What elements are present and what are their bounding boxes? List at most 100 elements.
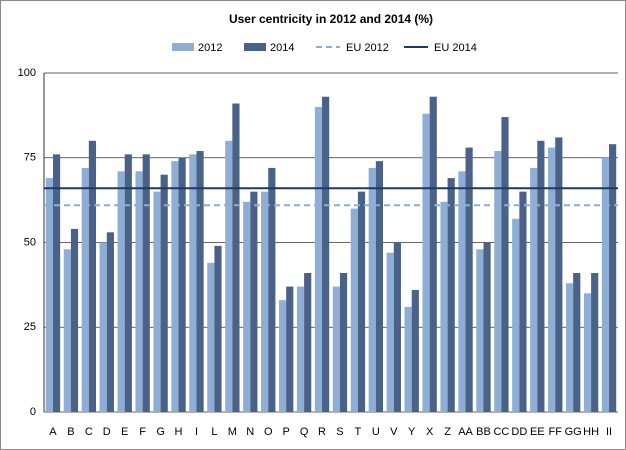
bar — [501, 117, 509, 412]
x-tick-label: AA — [458, 426, 473, 438]
bar — [88, 140, 97, 413]
x-tick-label: Z — [444, 426, 451, 438]
bar — [447, 178, 455, 412]
bar — [178, 157, 186, 412]
bar — [142, 154, 150, 413]
bar — [393, 242, 401, 412]
bar — [304, 273, 312, 412]
legend-label: EU 2012 — [346, 42, 389, 54]
bar — [350, 208, 358, 412]
x-tick-label: E — [121, 426, 128, 438]
bar — [530, 167, 538, 412]
x-tick-label: S — [336, 426, 343, 438]
x-tick-label: F — [139, 426, 146, 438]
bar — [465, 147, 473, 412]
bar — [124, 154, 132, 413]
bar — [555, 137, 563, 412]
x-tick-label: U — [372, 426, 380, 438]
x-tick-label: P — [282, 426, 289, 438]
bar — [440, 201, 448, 412]
x-tick-label: H — [175, 426, 183, 438]
bar — [196, 150, 204, 412]
bar — [261, 191, 269, 412]
bar — [189, 154, 197, 413]
bar — [411, 289, 419, 412]
bar — [278, 300, 287, 412]
legend-label: 2014 — [270, 42, 294, 54]
x-tick-label: Q — [300, 426, 309, 438]
x-tick-label: O — [264, 426, 273, 438]
y-tick-label: 75 — [24, 152, 36, 164]
bar — [243, 201, 251, 412]
bar — [483, 242, 491, 412]
bar — [232, 103, 240, 412]
bar — [512, 218, 520, 412]
bar — [422, 113, 430, 413]
x-tick-label: EE — [530, 426, 545, 438]
bar — [357, 191, 366, 412]
bar — [368, 167, 376, 412]
x-tick-label: D — [103, 426, 111, 438]
legend-swatch — [172, 43, 194, 51]
x-tick-label: M — [228, 426, 237, 438]
bar — [429, 96, 437, 412]
bar — [375, 161, 384, 412]
x-tick-label: HH — [583, 426, 599, 438]
bar — [70, 228, 79, 412]
bar — [573, 273, 581, 412]
legend-label: EU 2014 — [434, 42, 477, 54]
bar — [171, 161, 179, 412]
bar — [548, 147, 556, 412]
bar — [296, 286, 305, 412]
bar — [601, 157, 610, 412]
bar — [214, 245, 222, 412]
x-tick-label: V — [390, 426, 398, 438]
bar — [519, 191, 527, 412]
x-tick-label: DD — [511, 426, 527, 438]
bar — [117, 171, 125, 412]
bar — [404, 306, 412, 412]
bar — [99, 242, 107, 412]
bar — [106, 232, 114, 412]
bar — [537, 140, 545, 413]
bar — [63, 249, 71, 412]
x-tick-label: L — [211, 426, 217, 438]
x-tick-label: C — [85, 426, 93, 438]
bar — [153, 191, 161, 412]
bar — [207, 262, 215, 412]
bar — [314, 106, 323, 413]
bar — [494, 150, 502, 412]
bar — [45, 178, 53, 412]
bar — [591, 273, 599, 412]
bar — [160, 174, 168, 412]
y-tick-label: 50 — [24, 236, 36, 248]
x-tick-label: BB — [476, 426, 491, 438]
x-tick-label: CC — [493, 426, 509, 438]
bar — [476, 249, 484, 412]
x-tick-label: N — [246, 426, 254, 438]
x-tick-label: Y — [408, 426, 416, 438]
bar — [458, 171, 466, 412]
bar — [268, 167, 276, 412]
legend-label: 2012 — [198, 42, 222, 54]
x-tick-label: X — [426, 426, 434, 438]
chart-title: User centricity in 2012 and 2014 (%) — [229, 12, 433, 26]
x-tick-label: G — [156, 426, 165, 438]
y-tick-label: 100 — [18, 67, 36, 79]
x-tick-label: II — [606, 426, 612, 438]
y-tick-label: 25 — [24, 321, 36, 333]
bar — [135, 171, 143, 412]
x-tick-label: FF — [548, 426, 562, 438]
x-tick-label: B — [67, 426, 74, 438]
bar — [250, 191, 258, 412]
y-tick-label: 0 — [30, 406, 36, 418]
x-tick-label: A — [49, 426, 57, 438]
x-tick-label: T — [355, 426, 362, 438]
bar — [52, 154, 61, 413]
x-tick-label: I — [195, 426, 198, 438]
bar — [322, 96, 330, 412]
bar — [225, 140, 233, 413]
x-tick-label: GG — [565, 426, 582, 438]
bar — [339, 273, 348, 412]
